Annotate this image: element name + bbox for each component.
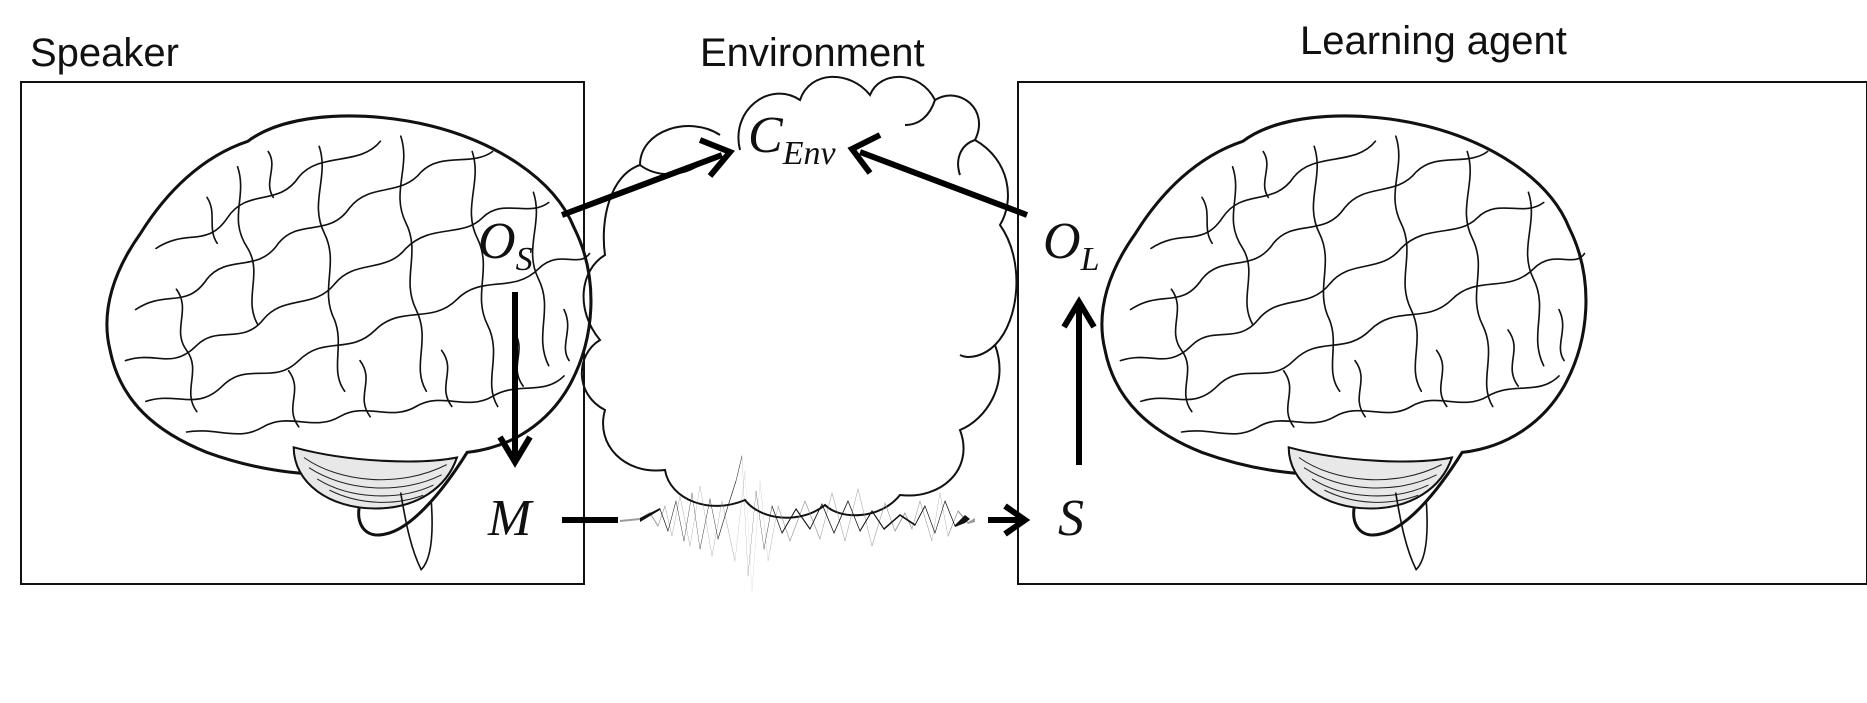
arrow-ol-to-cenv xyxy=(858,149,1029,218)
label-message: M xyxy=(487,490,534,547)
cloud-inner-bump-bottom-right xyxy=(959,344,996,358)
label-c-env-sub: Env xyxy=(782,135,837,172)
learning-agent-heading: Learning agent xyxy=(1300,19,1567,63)
arrow-os-to-cenv xyxy=(560,152,724,218)
arrow-wave-to-s-head xyxy=(1003,503,1031,537)
label-o-learner: OL xyxy=(1043,213,1099,278)
label-o-speaker-base: O xyxy=(478,213,516,270)
cloud-inner-bump-right xyxy=(904,99,936,126)
arrow-os-to-m-head xyxy=(497,435,533,468)
cloud-inner-bump-right-lower xyxy=(957,139,976,176)
label-o-speaker: OS xyxy=(478,213,533,278)
label-signal: S xyxy=(1058,490,1084,547)
label-o-speaker-sub: S xyxy=(516,241,533,278)
arrow-s-to-ol-head xyxy=(1061,296,1097,329)
arrow-ol-to-cenv-head xyxy=(847,132,882,175)
label-o-learner-base: O xyxy=(1043,213,1081,270)
environment-cloud xyxy=(580,75,1018,519)
label-c-env: CEnv xyxy=(748,107,836,172)
speaker-heading: Speaker xyxy=(30,31,179,75)
label-o-learner-sub: L xyxy=(1080,241,1100,278)
label-c-env-base: C xyxy=(748,107,784,164)
speech-waveform xyxy=(620,455,975,592)
arrow-os-to-cenv-head xyxy=(698,137,735,178)
environment-heading: Environment xyxy=(700,31,925,75)
